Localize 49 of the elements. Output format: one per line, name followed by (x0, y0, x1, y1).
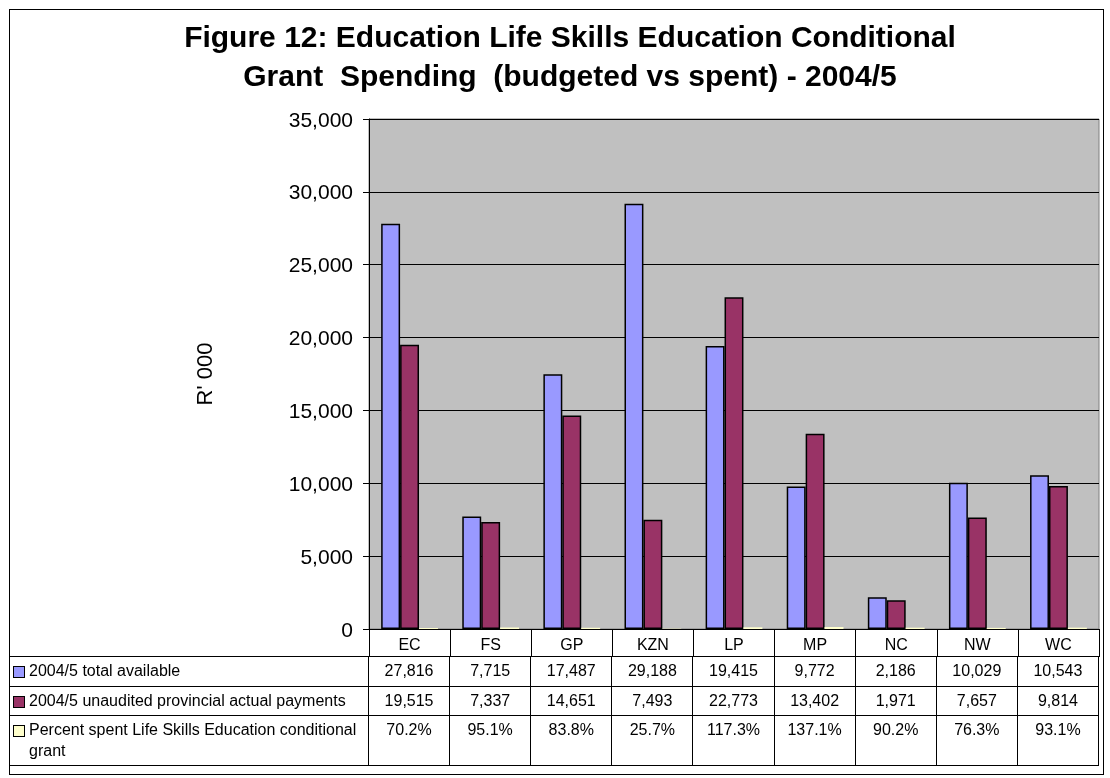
data-label: 76.3% (936, 716, 1018, 766)
x-tick-label: KZN (636, 635, 669, 653)
data-label: 29,188 (612, 657, 694, 687)
x-tick-label: EC (398, 635, 421, 653)
y-axis-title: R' 000 (191, 342, 217, 406)
data-label: 90.2% (855, 716, 937, 766)
x-tick-label: GP (560, 635, 584, 653)
data-label: 2,186 (855, 657, 937, 687)
data-label: 7,493 (612, 686, 694, 716)
x-tick-label: NC (884, 635, 908, 653)
data-label: 7,715 (450, 657, 532, 687)
y-tick-label: 25,000 (288, 253, 353, 277)
legend-label: Percent spent Life Skills Education conditional grant (29, 720, 358, 761)
data-label: 93.1% (1017, 716, 1099, 766)
data-label: 10,029 (936, 657, 1018, 687)
legend-label: 2004/5 total available (29, 661, 181, 681)
y-tick-label: 0 (341, 617, 353, 641)
data-label: 19,515 (369, 686, 451, 716)
y-tick-label: 15,000 (288, 398, 353, 422)
data-label: 25.7% (612, 716, 694, 766)
chart-title: Figure 12: Education Life Skills Education Conditional Grant Spending (budgeted vs spent) - 2004/5 (183, 19, 957, 94)
data-label: 27,816 (369, 657, 451, 687)
data-label: 1,971 (855, 686, 937, 716)
data-label: 137.1% (774, 716, 856, 766)
data-label: 14,651 (531, 686, 613, 716)
y-tick-label: 10,000 (288, 471, 353, 495)
y-tick-label: 35,000 (288, 107, 353, 131)
data-label: 7,657 (936, 686, 1018, 716)
data-label: 9,772 (774, 657, 856, 687)
y-tick-label: 5,000 (300, 544, 353, 568)
y-tick-label: 30,000 (288, 180, 353, 204)
data-label: 10,543 (1017, 657, 1099, 687)
x-tick-label: LP (724, 635, 744, 653)
legend-label: 2004/5 unaudited provincial actual payments (29, 690, 346, 711)
x-tick-label: MP (803, 635, 828, 653)
data-label: 17,487 (531, 657, 613, 687)
data-label: 19,415 (693, 657, 775, 687)
data-label: 9,814 (1017, 686, 1099, 716)
data-label: 95.1% (450, 716, 532, 766)
data-label: 70.2% (369, 716, 451, 766)
data-label: 22,773 (693, 686, 775, 716)
data-label: 13,402 (774, 686, 856, 716)
x-tick-label: FS (480, 635, 501, 653)
y-tick-label: 20,000 (288, 326, 353, 350)
data-label: 83.8% (531, 716, 613, 766)
x-tick-label: NW (964, 635, 992, 653)
data-label: 117.3% (693, 716, 775, 766)
data-label: 7,337 (450, 686, 532, 716)
x-tick-label: WC (1045, 635, 1072, 653)
